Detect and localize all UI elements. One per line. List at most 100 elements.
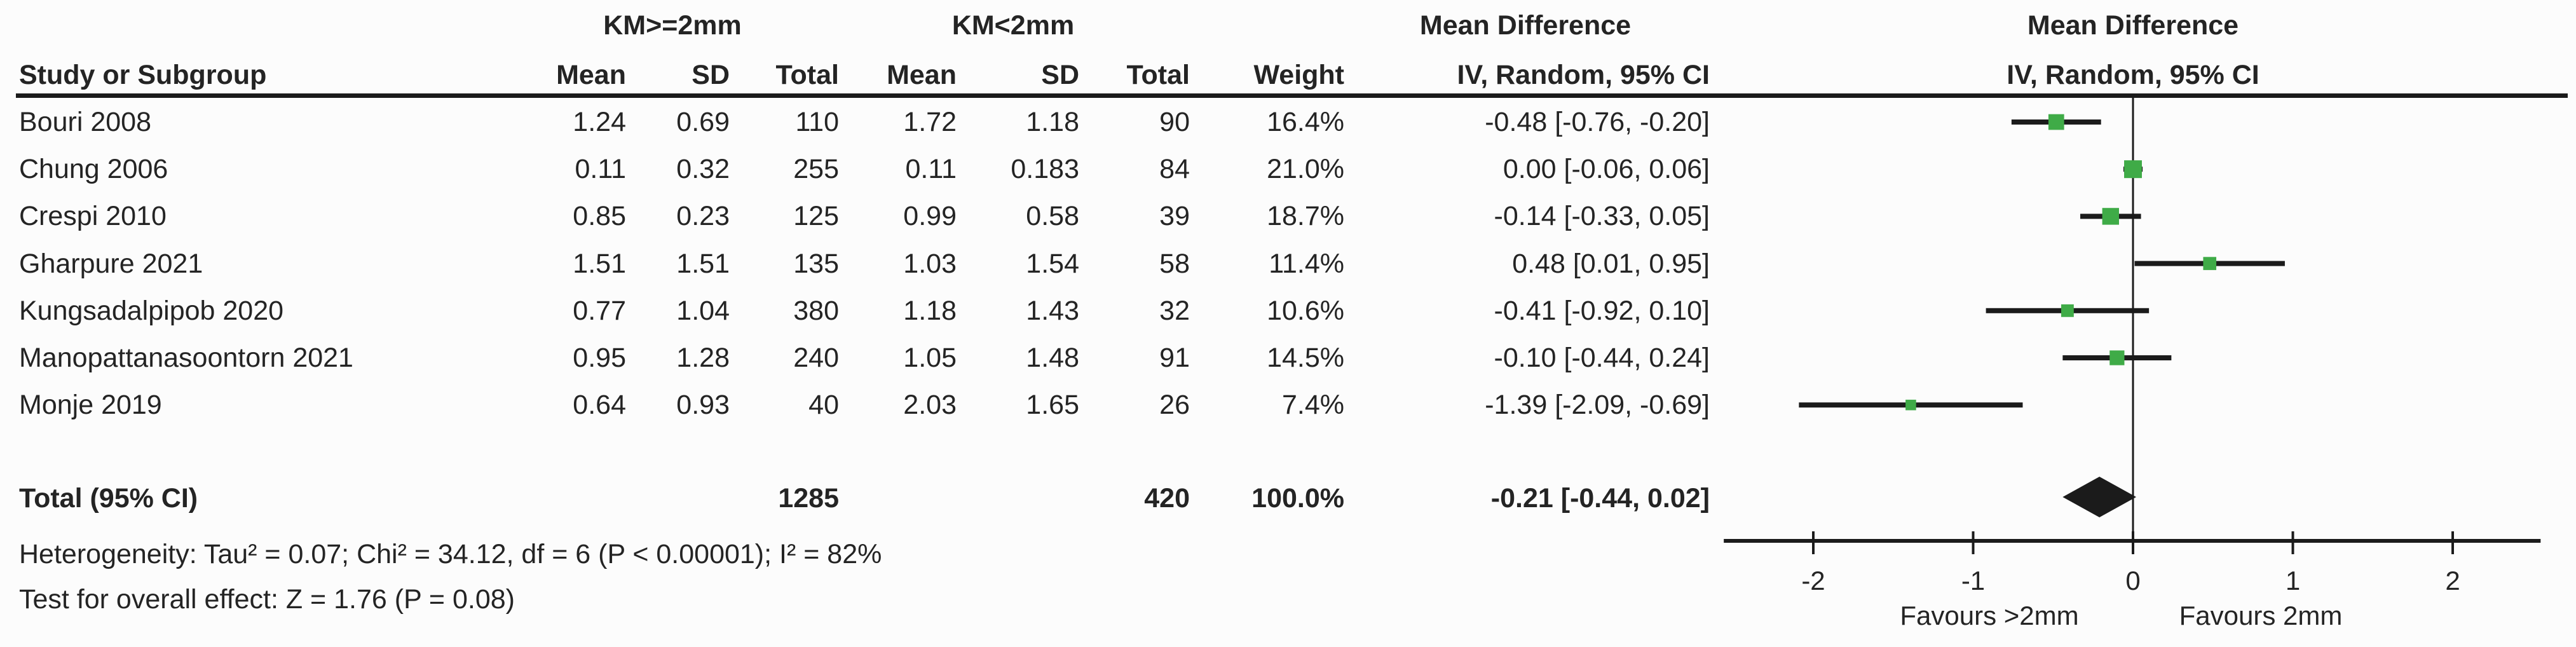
study-g2_sd: 1.18 [1026, 107, 1079, 137]
col-header-sd-g2: SD [1041, 60, 1079, 90]
effect-marker [2061, 304, 2074, 317]
effect-marker [2048, 114, 2064, 130]
study-g2_mean: 0.11 [905, 154, 957, 184]
study-ci-label: -0.48 [-0.76, -0.20] [1485, 107, 1710, 137]
study-g1_sd: 0.23 [676, 201, 730, 231]
study-g2_mean: 1.05 [903, 343, 957, 373]
study-g2_sd: 1.65 [1026, 390, 1079, 420]
total-g2-total: 420 [1144, 483, 1190, 514]
effect-marker [2102, 208, 2119, 225]
study-name: Gharpure 2021 [19, 249, 203, 279]
ci-bar [2123, 167, 2143, 172]
effect-marker [2109, 350, 2125, 365]
favours-right-label: Favours 2mm [2179, 601, 2343, 630]
study-ci-label: -0.41 [-0.92, 0.10] [1494, 296, 1710, 326]
study-name: Chung 2006 [19, 154, 168, 184]
heterogeneity-note: Heterogeneity: Tau² = 0.07; Chi² = 34.12… [19, 539, 882, 569]
study-weight: 10.6% [1267, 296, 1344, 326]
study-g1_sd: 0.93 [676, 390, 730, 420]
ci-bar [2080, 214, 2141, 219]
ci-bar [1986, 308, 2150, 313]
effect-marker [1905, 399, 1916, 411]
axis-tick-label: -1 [1961, 566, 1985, 596]
group2-header: KM<2mm [951, 10, 1075, 41]
ci-bar [2062, 355, 2172, 360]
effect-marker [2203, 257, 2217, 270]
total-ci-label: -0.21 [-0.44, 0.02] [1490, 483, 1710, 514]
overall-effect-note: Test for overall effect: Z = 1.76 (P = 0… [19, 584, 515, 615]
col-header-ci-right: IV, Random, 95% CI [2007, 60, 2259, 90]
study-ci-label: -0.10 [-0.44, 0.24] [1494, 343, 1710, 373]
study-name: Monje 2019 [19, 390, 162, 420]
study-ci-label: 0.00 [-0.06, 0.06] [1503, 154, 1710, 184]
study-g2_total: 90 [1159, 107, 1190, 137]
pooled-diamond [2062, 477, 2137, 517]
study-g2_sd: 1.54 [1026, 249, 1079, 279]
study-g2_total: 26 [1159, 390, 1190, 420]
study-weight: 18.7% [1267, 201, 1344, 231]
col-header-total-g2: Total [1126, 60, 1190, 90]
zero-line [2132, 98, 2134, 541]
total-weight: 100.0% [1251, 483, 1344, 514]
axis-tick [1972, 531, 1975, 554]
study-g1_total: 255 [793, 154, 839, 184]
study-g1_mean: 0.11 [575, 154, 627, 184]
study-g2_total: 84 [1159, 154, 1190, 184]
col-header-mean-g1: Mean [556, 60, 626, 90]
col-header-mean-g2: Mean [887, 60, 957, 90]
total-row-label: Total (95% CI) [19, 483, 198, 514]
study-g2_mean: 2.03 [903, 390, 957, 420]
group1-header: KM>=2mm [603, 10, 742, 41]
study-weight: 21.0% [1267, 154, 1344, 184]
col-header-weight: Weight [1253, 60, 1344, 90]
study-g1_total: 125 [793, 201, 839, 231]
effect-marker [2124, 160, 2142, 179]
study-g2_sd: 0.58 [1026, 201, 1079, 231]
study-g1_mean: 1.51 [573, 249, 626, 279]
x-axis-line [1724, 539, 2541, 543]
axis-tick-label: 1 [2286, 566, 2300, 596]
study-weight: 14.5% [1267, 343, 1344, 373]
study-g2_total: 91 [1159, 343, 1190, 373]
study-g1_mean: 0.64 [573, 390, 626, 420]
study-name: Manopattanasoontorn 2021 [19, 343, 353, 373]
axis-tick-label: -2 [1801, 566, 1825, 596]
ci-bar [1799, 402, 2023, 408]
axis-tick-label: 2 [2445, 566, 2460, 596]
ci-bar [2134, 261, 2285, 266]
study-weight: 7.4% [1281, 390, 1344, 420]
ci-bar [2011, 119, 2101, 125]
study-g1_total: 240 [793, 343, 839, 373]
favours-left-label: Favours >2mm [1900, 601, 2078, 630]
study-g2_mean: 1.72 [903, 107, 957, 137]
col-header-total-g1: Total [775, 60, 839, 90]
axis-tick-label: 0 [2125, 566, 2140, 596]
study-weight: 11.4% [1269, 249, 1344, 279]
study-g2_total: 58 [1159, 249, 1190, 279]
study-g2_mean: 0.99 [903, 201, 957, 231]
study-g1_sd: 1.28 [676, 343, 730, 373]
study-g1_mean: 0.95 [573, 343, 626, 373]
study-g1_sd: 0.32 [676, 154, 730, 184]
study-g2_total: 39 [1159, 201, 1190, 231]
col-header-sd-g1: SD [692, 60, 730, 90]
axis-tick [2132, 531, 2134, 554]
axis-tick [1812, 531, 1815, 554]
col-header-ci-left: IV, Random, 95% CI [1457, 60, 1710, 90]
study-g2_total: 32 [1159, 296, 1190, 326]
study-g1_sd: 1.04 [676, 296, 730, 326]
study-ci-label: -0.14 [-0.33, 0.05] [1494, 201, 1710, 231]
study-g1_sd: 1.51 [676, 249, 730, 279]
study-g1_total: 40 [808, 390, 839, 420]
study-ci-label: 0.48 [0.01, 0.95] [1512, 249, 1710, 279]
study-g2_sd: 1.48 [1026, 343, 1079, 373]
total-g1-total: 1285 [778, 483, 839, 514]
study-g1_sd: 0.69 [676, 107, 730, 137]
study-g2_mean: 1.18 [903, 296, 957, 326]
study-name: Bouri 2008 [19, 107, 151, 137]
study-name: Kungsadalpipob 2020 [19, 296, 284, 326]
col-header-study: Study or Subgroup [19, 60, 267, 90]
study-g2_sd: 0.183 [1011, 154, 1079, 184]
study-g1_total: 135 [793, 249, 839, 279]
